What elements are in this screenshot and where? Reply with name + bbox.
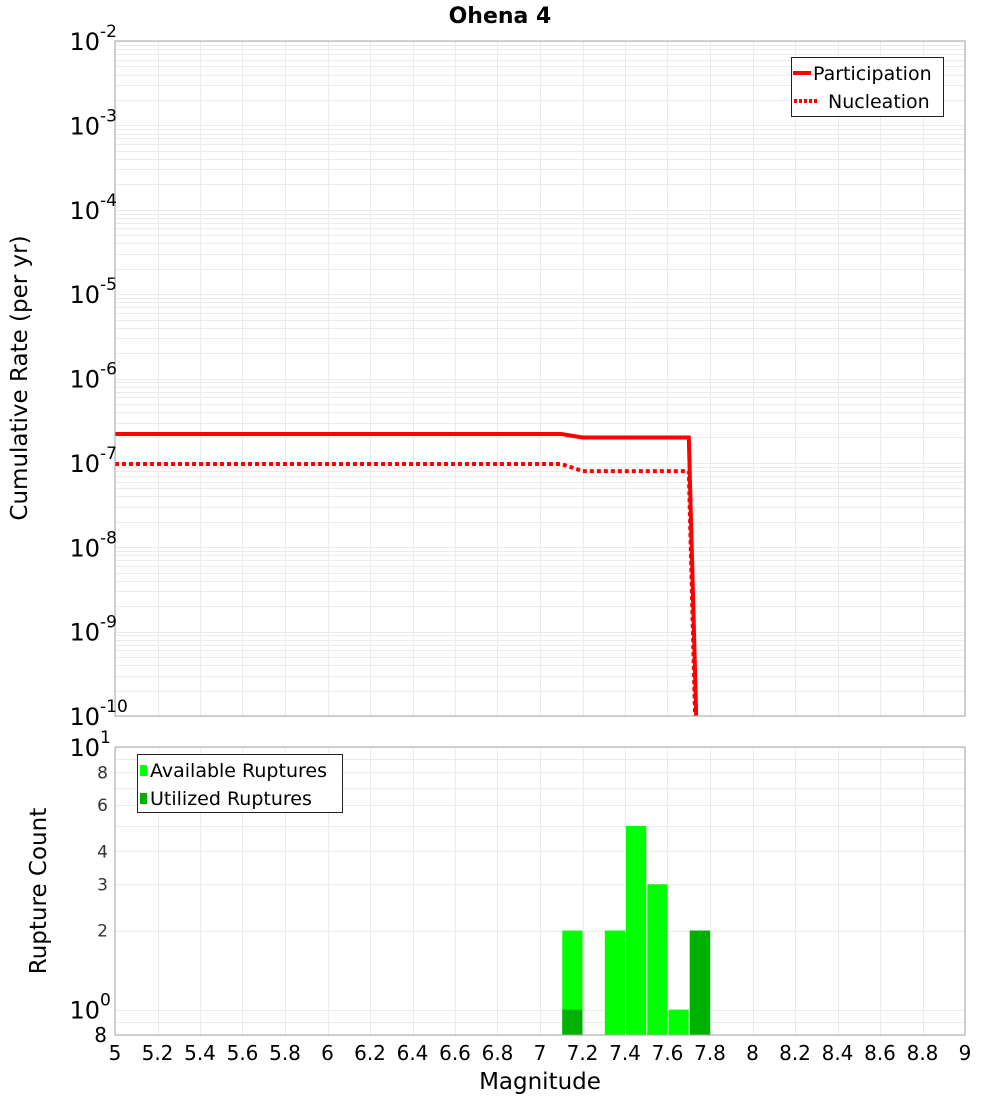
x-tick-label: 5 [109,1041,122,1065]
y-tick-label-exponent: -3 [100,106,117,126]
y-tick-label-base: 10 [69,281,100,309]
y-tick-label-base: 10 [69,366,100,394]
line-participation [115,432,699,716]
y-tick-label-exponent: -6 [100,360,117,380]
x-tick-label: 5.4 [184,1041,216,1065]
y-tick-label-exponent: -9 [100,613,117,633]
plot-frame-0 [114,40,966,717]
legend-available-label: Available Ruptures [150,760,327,782]
x-tick-label: 8.2 [779,1041,811,1065]
x-tick-label: 6.2 [354,1041,386,1065]
plot-data-0 [115,432,699,716]
x-tick-label: 5.2 [142,1041,174,1065]
y-tick-label-minor: 6 [97,796,108,816]
legend-rate [791,57,944,117]
y-tick-label-exponent: -2 [100,22,117,42]
legends: Participation Nucleation Available Rupture… [137,57,944,813]
y-axis-label-count: Rupture Count [26,808,52,974]
legend-utilized-label: Utilized Ruptures [150,788,312,810]
x-tick-label: 9 [959,1041,972,1065]
line-nucleation [115,462,698,716]
y-tick-label-base: 10 [69,28,100,56]
x-tick-label: 6.6 [439,1041,471,1065]
bar-available [626,826,647,1035]
y-tick-label-base: 10 [69,450,100,478]
x-tick-label: 8 [746,1041,759,1065]
y-tick-label-base: 10 [69,197,100,225]
y-tick-label-base: 10 [69,703,100,731]
x-tick-label: 5.8 [269,1041,301,1065]
x-tick-label: 7.8 [694,1041,726,1065]
y-tick-label-minor: 8 [94,1023,107,1047]
x-tick-label: 7.4 [609,1041,641,1065]
x-tick-label: 8.8 [907,1041,939,1065]
x-tick-label: 7.6 [652,1041,684,1065]
bar-available [647,884,668,1035]
y-tick-label-exponent: -5 [100,275,117,295]
y-tick-label-minor: 4 [97,842,108,862]
plot-frames [114,40,966,1036]
y-axis-label-rate: Cumulative Rate (per yr) [7,235,33,520]
legend-nucleation-label: Nucleation [828,91,930,113]
x-tick-label: 8.4 [822,1041,854,1065]
bar-available [604,930,625,1035]
y-tick-label-base: 10 [69,534,100,562]
y-tick-label-exponent: 1 [100,728,111,748]
x-tick-label: 6 [321,1041,334,1065]
gridlines [115,41,966,1036]
x-tick-label: 7.2 [567,1041,599,1065]
x-tick-label: 6.4 [397,1041,429,1065]
y-tick-label-base: 10 [69,997,100,1025]
data-layer [115,432,711,1035]
legend-count [137,754,343,813]
plot-data-1 [562,826,711,1035]
y-tick-label-exponent: -4 [100,191,117,211]
y-tick-label-minor: 8 [97,763,108,783]
plot-frame-1 [114,746,966,1036]
bar-available [668,1009,689,1035]
x-tick-label: 6.8 [482,1041,514,1065]
y-tick-label-base: 10 [69,734,100,762]
legend-available-swatch [140,765,147,776]
y-tick-label-minor: 3 [97,875,108,895]
y-tick-label-exponent: -8 [100,528,117,548]
x-tick-label: 8.6 [864,1041,896,1065]
y-tick-label-base: 10 [69,619,100,647]
bar-utilized [689,930,711,1035]
y-tick-label-minor: 2 [97,922,108,942]
y-tick-label-exponent: 0 [100,991,111,1011]
bar-available [562,930,583,1035]
x-tick-label: 7 [534,1041,547,1065]
x-tick-label: 5.6 [227,1041,259,1065]
y-tick-label-base: 10 [69,112,100,140]
y-tick-label-exponent: -7 [100,444,117,464]
y-tick-label-exponent: -10 [100,697,128,717]
chart-title: Ohena 4 [449,4,552,29]
x-axis-label: Magnitude [479,1069,601,1095]
legend-utilized-swatch [140,793,147,804]
bar-utilized [562,1009,583,1035]
legend-participation-label: Participation [813,63,932,85]
